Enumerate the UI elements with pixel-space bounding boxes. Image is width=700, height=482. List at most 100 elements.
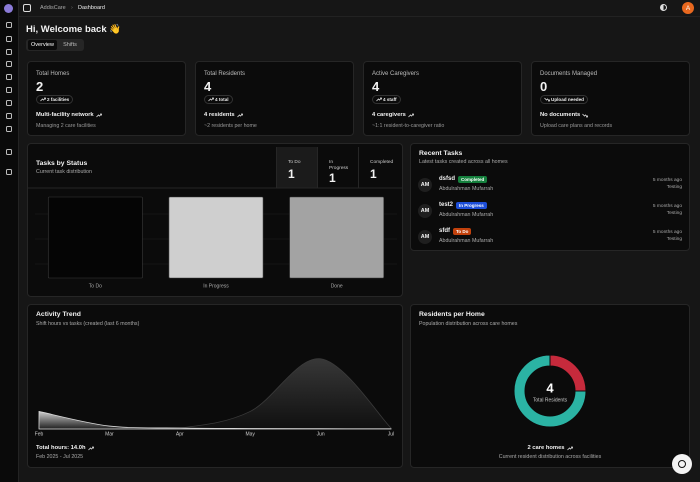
trend-icon	[376, 97, 382, 102]
task-time: 5 months ago	[652, 204, 682, 209]
x-tick-label: In Progress	[203, 283, 229, 289]
trend-icon	[544, 97, 550, 102]
stat-label: Documents Managed	[540, 71, 598, 77]
x-tick-label: Mar	[105, 431, 114, 437]
trend-icon	[408, 113, 414, 117]
donut-chart: 4 Total Residents	[513, 354, 587, 428]
trend-arrow	[208, 97, 214, 102]
card-title: Tasks by Status	[36, 160, 88, 167]
tab[interactable]: Shifts	[63, 42, 77, 48]
bar	[289, 196, 385, 279]
task-status: In Progress	[456, 201, 487, 209]
nav-icon[interactable]	[6, 36, 12, 42]
area-chart: Feb Mar Apr May Jun Jul	[35, 358, 394, 437]
card-title: Recent Tasks	[419, 150, 463, 157]
stat-value: 2	[36, 79, 44, 94]
chat-icon	[678, 460, 686, 468]
task-person: Abdulrahman Mufarrah	[439, 212, 494, 218]
bar	[168, 196, 264, 279]
note-text: 4 residents	[204, 112, 235, 118]
stat-card: Documents Managed 0 Upload needed No docume…	[531, 61, 690, 136]
chart-footer: 2 care homes	[411, 445, 689, 451]
task-status: Completed	[458, 175, 488, 183]
task-person: Abdulrahman Mufarrah	[439, 238, 494, 244]
activity-trend-card: Activity Trend Shift hours vs tasks (crea…	[27, 304, 403, 468]
residents-per-home-card: Residents per Home Population distributio…	[410, 304, 690, 468]
theme-toggle[interactable]	[660, 4, 667, 11]
breadcrumb-current: Dashboard	[78, 5, 105, 11]
x-tick-label: May	[245, 431, 255, 437]
stat-sub: ~1:1 resident-to-caregiver ratio	[372, 123, 445, 129]
task-status: To Do	[453, 227, 472, 235]
status-summary[interactable]: Completed 1	[358, 147, 399, 188]
topbar-divider	[18, 16, 700, 17]
summary-label: In Progress	[329, 160, 349, 171]
task-name[interactable]: dsfsd	[439, 176, 456, 182]
summary-label: To Do	[288, 160, 301, 165]
stat-label: Total Residents	[204, 71, 246, 77]
status-summary[interactable]: To Do 1	[276, 147, 317, 188]
sidebar-toggle[interactable]	[23, 4, 31, 12]
trend-icon	[236, 113, 243, 117]
logo[interactable]	[4, 4, 13, 13]
nav-icon[interactable]	[6, 100, 12, 106]
stat-note: 4 caregivers	[372, 112, 414, 118]
greeting: Hi, Welcome back 👋	[26, 24, 122, 35]
stat-badge: Upload needed	[540, 95, 588, 104]
stat-note: 4 residents	[204, 112, 243, 118]
trend-arrow	[544, 97, 550, 102]
nav-icon[interactable]	[6, 126, 12, 132]
stat-sub: ~2 residents per home	[204, 123, 257, 129]
task-name[interactable]: test2	[439, 202, 454, 208]
note-text: Multi-facility network	[36, 112, 94, 118]
task-name[interactable]: sfdf	[439, 228, 450, 234]
task-avatar: AM	[418, 178, 432, 192]
breadcrumb-root[interactable]: AddisCare	[40, 5, 66, 11]
summary-value: 1	[370, 167, 377, 181]
chat-button[interactable]	[672, 454, 692, 474]
trend-icon	[566, 446, 573, 450]
stat-card: Total Residents 4 4 total 4 residents ~2 res…	[195, 61, 354, 136]
stat-label: Total Homes	[36, 71, 70, 77]
x-tick-label: To Do	[89, 283, 102, 289]
nav-icon[interactable]	[6, 87, 12, 93]
trend-arrow	[95, 113, 102, 117]
task-avatar: AM	[418, 204, 432, 218]
center-value: 4	[546, 380, 554, 395]
note-text: No documents	[540, 112, 581, 118]
stat-label: Active Caregivers	[372, 71, 420, 77]
x-tick-label: Apr	[176, 431, 184, 437]
x-tick-label: Done	[331, 283, 343, 289]
summary-value: 1	[288, 167, 295, 181]
task-home: Testing	[666, 185, 682, 190]
nav-icon[interactable]	[6, 49, 12, 55]
stat-badge: 2 facilities	[36, 95, 74, 104]
area	[38, 410, 392, 430]
nav-icon[interactable]	[6, 113, 12, 119]
nav-icon[interactable]	[6, 149, 12, 155]
badge-text: 4 total	[215, 97, 229, 102]
stat-note: Multi-facility network	[36, 112, 102, 118]
breadcrumb-separator: ›	[71, 5, 73, 11]
tab[interactable]: Overview	[28, 40, 57, 50]
user-avatar[interactable]: A	[682, 2, 694, 14]
footer-text: 2 care homes	[527, 445, 565, 451]
nav-icon[interactable]	[6, 169, 12, 175]
status-summary[interactable]: In Progress 1	[317, 147, 358, 188]
nav-icon[interactable]	[6, 22, 12, 28]
trend-arrow	[236, 113, 243, 117]
stat-sub: Managing 2 care facilities	[36, 123, 96, 129]
trend-icon	[87, 446, 94, 450]
task-home: Testing	[666, 237, 682, 242]
nav-icon[interactable]	[6, 74, 12, 80]
trend-arrow	[566, 446, 573, 450]
card-subtitle: Current task distribution	[36, 169, 92, 175]
card-subtitle: Latest tasks created across all homes	[419, 159, 508, 165]
nav-icon[interactable]	[6, 61, 12, 67]
badge-text: 2 facilities	[47, 97, 70, 102]
badge-text: Upload needed	[551, 97, 584, 102]
summary-value: 1	[329, 171, 336, 185]
trend-icon	[208, 97, 214, 102]
tasks-by-status-card: Tasks by Status Current task distribution…	[27, 143, 403, 297]
